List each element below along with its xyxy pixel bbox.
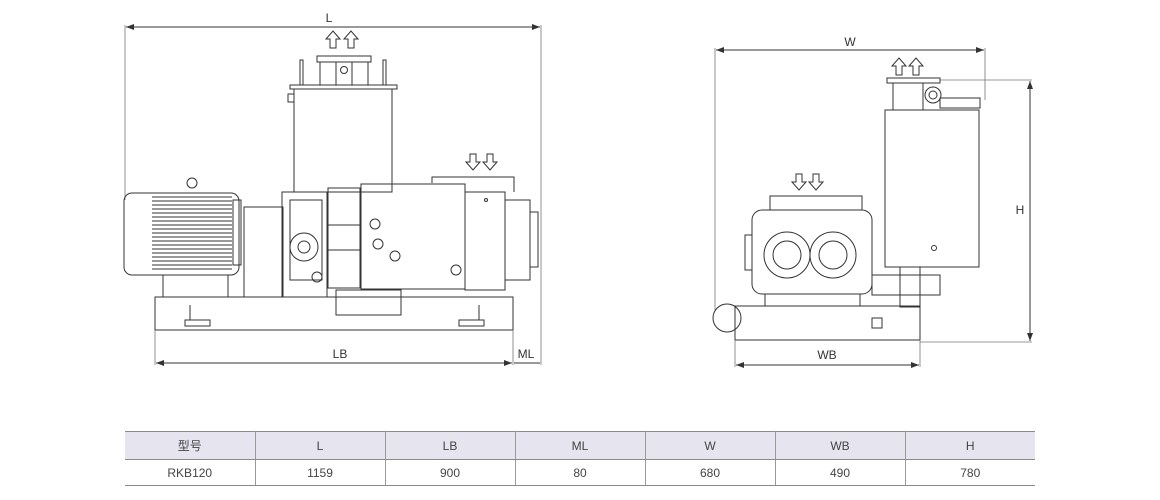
dimension-LB: LB ML <box>154 330 540 366</box>
dimension-L: L <box>124 11 542 365</box>
header-W: W <box>645 431 776 460</box>
motor <box>123 177 242 298</box>
silencer-tank <box>884 77 981 308</box>
pump-housing <box>360 176 539 291</box>
gearbox <box>281 187 361 298</box>
base-frame <box>154 289 514 331</box>
inlet-arrows-icon <box>464 153 499 171</box>
cell-ML: 80 <box>515 459 646 486</box>
silencer-tank <box>287 55 398 193</box>
outlet-arrows-icon <box>890 57 925 76</box>
coupling-guard <box>243 206 284 298</box>
dim-label-H: H <box>1016 203 1025 217</box>
outlet-arrows-icon <box>324 30 360 49</box>
pump-drawing: L <box>123 11 1033 368</box>
dim-label-W: W <box>844 35 856 49</box>
dim-label-L: L <box>326 11 333 25</box>
blower-body <box>744 195 941 307</box>
cell-L: 1159 <box>255 459 386 486</box>
header-H: H <box>905 431 1035 460</box>
header-ML: ML <box>515 431 646 460</box>
header-WB: WB <box>775 431 906 460</box>
inlet-arrows-icon <box>790 173 825 191</box>
cell-H: 780 <box>905 459 1035 486</box>
dim-label-WB: WB <box>817 348 836 362</box>
dim-label-ML: ML <box>518 347 535 361</box>
header-LB: LB <box>385 431 516 460</box>
header-model: 型号 <box>125 431 256 460</box>
side-view: L <box>123 11 542 366</box>
base-frame <box>712 303 921 341</box>
cell-LB: 900 <box>385 459 516 486</box>
cell-WB: 490 <box>775 459 906 486</box>
table-header-row: 型号 L LB ML W WB H <box>125 431 1035 460</box>
spec-table: 型号 L LB ML W WB H RKB120 1159 900 80 680… <box>125 431 1035 486</box>
cell-model: RKB120 <box>125 459 256 486</box>
cell-W: 680 <box>645 459 776 486</box>
dimension-W: W <box>714 35 986 310</box>
table-row: RKB120 1159 900 80 680 490 780 <box>125 459 1035 486</box>
end-view: W H <box>712 35 1033 368</box>
dim-label-LB: LB <box>333 347 348 361</box>
header-L: L <box>255 431 386 460</box>
dimension-WB: WB <box>734 340 921 368</box>
dimension-H: H <box>920 79 1033 343</box>
